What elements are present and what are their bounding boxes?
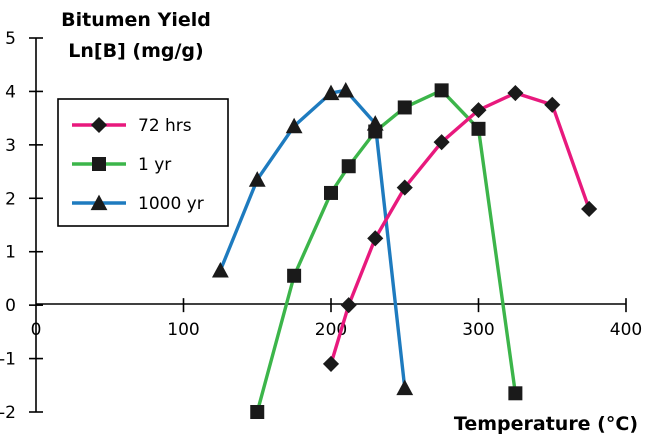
series-1-yr [250,83,523,419]
y-tick-label: -1 [0,350,16,370]
data-point-triangle [396,379,414,396]
series-72-hrs [322,84,598,372]
legend-marker-triangle [90,194,108,211]
series-line [255,88,518,413]
data-point-diamond [507,84,524,102]
legend: 72 hrs 1 yr 1000 yr [57,98,229,227]
data-point-square [368,124,383,139]
y-tick-label: 1 [5,243,16,263]
x-tick-label: 0 [31,320,42,340]
data-point-square [341,159,356,174]
data-point-diamond [340,297,357,314]
legend-items: 72 hrs 1 yr 1000 yr [72,116,204,214]
legend-marker-square [92,157,106,171]
y-tick-label: 4 [5,82,16,102]
data-point-square [508,386,523,401]
data-point-triangle [322,84,340,101]
data-point-triangle [285,117,303,134]
y-axis-title-line-1: Bitumen Yield [61,9,211,31]
series-layer [211,81,598,419]
y-axis-title-line-2: Ln[B] (mg/g) [68,40,203,62]
series-1000-yr [211,81,414,396]
legend-label: 72 hrs [138,116,192,136]
legend-label: 1 yr [138,155,171,175]
data-point-triangle [211,262,229,278]
data-point-diamond [433,134,450,151]
legend-marker-diamond [90,116,108,134]
y-tick-label: 2 [5,189,16,209]
data-point-square [471,121,486,136]
data-point-square [324,185,338,200]
data-point-diamond [581,200,598,218]
y-tick-label: -2 [0,403,16,423]
data-point-square [287,268,302,283]
y-axis-title: Bitumen Yield Ln[B] (mg/g) [61,9,211,62]
x-tick-label: 100 [167,320,199,340]
data-point-square [397,100,412,115]
x-tick-label: 400 [610,320,642,340]
x-axis-title: Temperature (°C) [454,413,638,435]
data-point-diamond [470,102,487,119]
y-tick-label: 0 [5,296,16,316]
data-point-triangle [248,171,266,187]
x-tick-label: 300 [462,320,494,340]
data-point-diamond [322,355,340,372]
data-point-diamond [396,179,413,196]
data-point-square [250,405,265,419]
data-point-diamond [367,230,384,247]
y-tick-label: 3 [5,136,16,156]
data-point-triangle [337,81,355,98]
data-point-square [434,83,449,98]
y-tick-label: 5 [5,29,16,49]
legend-label: 1000 yr [138,194,204,214]
data-point-diamond [544,96,561,113]
